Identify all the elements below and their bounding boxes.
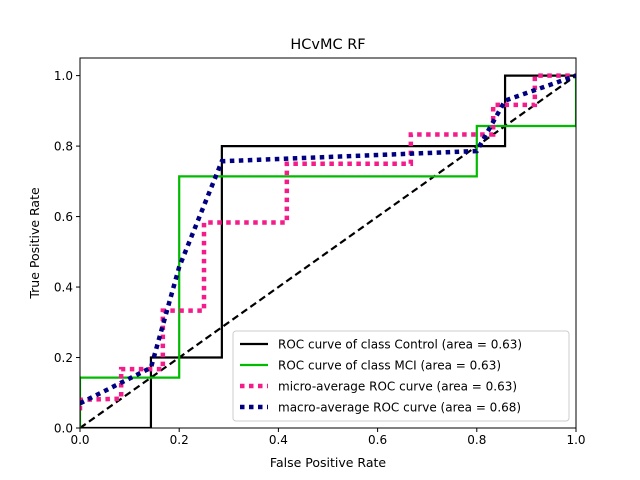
y-axis-label: True Positive Rate: [27, 187, 42, 300]
x-axis-ticks: 0.0 0.2 0.4 0.6 0.8 1.0: [70, 428, 586, 447]
y-tick-label: 0.2: [54, 351, 73, 365]
series-line-1: [80, 75, 576, 428]
x-tick-label: 0.6: [368, 433, 387, 447]
y-axis-ticks: 0.0 0.2 0.4 0.6 0.8 1.0: [54, 69, 80, 436]
plot-frame: [79, 57, 577, 429]
x-tick-label: 0.2: [170, 433, 189, 447]
legend-label: micro-average ROC curve (area = 0.63): [278, 380, 517, 394]
y-tick-label: 0.4: [54, 281, 73, 295]
x-axis-label: False Positive Rate: [270, 455, 386, 470]
x-tick-label: 1.0: [566, 433, 585, 447]
x-tick-label: 0.0: [70, 433, 89, 447]
legend-label: ROC curve of class Control (area = 0.63): [278, 338, 522, 352]
chart-title: HCvMC RF: [290, 37, 365, 53]
series-line-0: [80, 74, 576, 428]
legend-label: ROC curve of class MCI (area = 0.63): [278, 359, 501, 373]
y-tick-label: 0.0: [54, 422, 73, 436]
series-layer: [80, 73, 576, 428]
x-tick-label: 0.8: [467, 433, 486, 447]
legend: ROC curve of class Control (area = 0.63)…: [232, 330, 570, 422]
series-line-2: [80, 73, 576, 411]
x-tick-label: 0.4: [269, 433, 288, 447]
y-tick-label: 0.6: [54, 210, 73, 224]
series-line-3: [80, 73, 576, 406]
legend-label: macro-average ROC curve (area = 0.68): [278, 401, 521, 415]
y-tick-label: 0.8: [54, 140, 73, 154]
legend-box: [232, 330, 570, 422]
y-tick-label: 1.0: [54, 69, 73, 83]
